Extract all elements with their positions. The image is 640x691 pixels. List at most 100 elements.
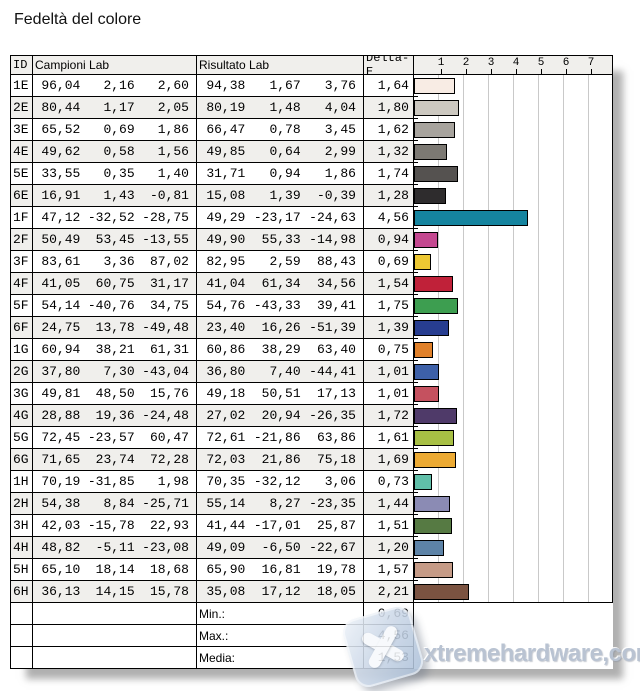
campioni-l: 80,44 [41, 100, 81, 115]
chart-row [414, 470, 613, 493]
campioni-l: 24,75 [41, 320, 81, 335]
risultato-lab-values: 36,80 7,40 -44,41 [197, 361, 364, 383]
axis-row-tick [414, 250, 418, 251]
campioni-a: 19,36 [95, 408, 135, 423]
campioni-l: 28,88 [41, 408, 81, 423]
delta-e-bar [414, 276, 453, 292]
campioni-l: 33,55 [41, 166, 81, 181]
table-row: 6E 16,91 1,43 -0,81 15,08 1,39 -0,39 1,2… [10, 184, 613, 207]
delta-e-value: 1,01 [364, 383, 414, 405]
campioni-l: 16,91 [41, 188, 81, 203]
risultato-l: 49,18 [206, 386, 246, 401]
axis-row-tick [414, 228, 418, 229]
axis-row-tick [414, 470, 418, 471]
risultato-a: -32,12 [253, 474, 301, 489]
risultato-l: 27,02 [206, 408, 246, 423]
empty-chart-area [414, 603, 613, 625]
campioni-b: 87,02 [149, 254, 189, 269]
table-row: 6G 71,65 23,74 72,28 72,03 21,86 75,18 1… [10, 448, 613, 471]
campioni-lab-values: 60,94 38,21 61,31 [33, 339, 197, 361]
axis-row-tick [414, 382, 418, 383]
risultato-lab-values: 70,35 -32,12 3,06 [197, 471, 364, 493]
risultato-l: 41,04 [206, 276, 246, 291]
campioni-lab-values: 54,38 8,84 -25,71 [33, 493, 197, 515]
delta-e-bar [414, 166, 458, 182]
campioni-b: -49,48 [142, 320, 189, 335]
row-id: 5H [10, 559, 33, 581]
axis-row-tick [414, 514, 418, 515]
risultato-a: 61,34 [261, 276, 301, 291]
campioni-a: 2,16 [103, 78, 135, 93]
table-row: 5F 54,14 -40,76 34,75 54,76 -43,33 39,41… [10, 294, 613, 317]
campioni-l: 96,04 [41, 78, 81, 93]
risultato-a: -21,86 [253, 430, 301, 445]
campioni-b: -24,48 [142, 408, 189, 423]
campioni-l: 50,49 [41, 232, 81, 247]
risultato-lab-values: 41,44 -17,01 25,87 [197, 515, 364, 537]
campioni-a: 60,75 [95, 276, 135, 291]
summary-label: Min.: [197, 603, 364, 625]
risultato-a: 1,67 [269, 78, 301, 93]
risultato-b: 3,06 [324, 474, 356, 489]
delta-e-value: 1,01 [364, 361, 414, 383]
chart-row [414, 206, 613, 229]
campioni-lab-values: 71,65 23,74 72,28 [33, 449, 197, 471]
axis-row-tick [414, 426, 418, 427]
axis-tick-label: 7 [587, 57, 595, 69]
delta-e-bar [414, 408, 457, 424]
row-id: 2H [10, 493, 33, 515]
delta-e-bar [414, 364, 439, 380]
chart-row [414, 338, 613, 361]
color-fidelity-table: ID Campioni Lab Risultato Lab Delta-E 1 2… [10, 55, 613, 669]
campioni-l: 49,81 [41, 386, 81, 401]
campioni-a: -40,76 [87, 298, 135, 313]
risultato-l: 49,90 [206, 232, 246, 247]
risultato-lab-values: 23,40 16,26 -51,39 [197, 317, 364, 339]
delta-e-bar [414, 474, 432, 490]
risultato-lab-values: 72,03 21,86 75,18 [197, 449, 364, 471]
chart-row [414, 558, 613, 581]
risultato-a: 1,39 [269, 188, 301, 203]
row-id: 6H [10, 581, 33, 603]
risultato-l: 80,19 [206, 100, 246, 115]
chart-row [414, 74, 613, 97]
row-id: 4E [10, 141, 33, 163]
risultato-l: 65,90 [206, 562, 246, 577]
axis-row-tick [414, 118, 418, 119]
risultato-l: 41,44 [206, 518, 246, 533]
axis-tick-mark [566, 69, 567, 74]
risultato-lab-values: 72,61 -21,86 63,86 [197, 427, 364, 449]
table-row: 4G 28,88 19,36 -24,48 27,02 20,94 -26,35… [10, 404, 613, 427]
delta-e-bar [414, 188, 446, 204]
axis-row-tick [414, 140, 418, 141]
campioni-b: -0,81 [149, 188, 189, 203]
campioni-b: -25,71 [142, 496, 189, 511]
risultato-b: -22,67 [309, 540, 356, 555]
chart-row [414, 250, 613, 273]
delta-e-bar [414, 122, 455, 138]
risultato-a: 0,94 [269, 166, 301, 181]
campioni-lab-values: 83,61 3,36 87,02 [33, 251, 197, 273]
campioni-lab-values: 54,14 -40,76 34,75 [33, 295, 197, 317]
campioni-a: -5,11 [95, 540, 135, 555]
risultato-b: 18,05 [316, 584, 356, 599]
chart-row [414, 228, 613, 251]
chart-row [414, 360, 613, 383]
campioni-b: 61,31 [149, 342, 189, 357]
row-id: 5G [10, 427, 33, 449]
campioni-a: 53,45 [95, 232, 135, 247]
row-id: 3F [10, 251, 33, 273]
delta-e-bar [414, 298, 458, 314]
row-id: 3E [10, 119, 33, 141]
empty-chart-area [414, 625, 613, 647]
header-campioni-lab: Campioni Lab [33, 55, 197, 75]
row-id: 4F [10, 273, 33, 295]
risultato-b: 25,87 [316, 518, 356, 533]
axis-tick-label: 5 [537, 57, 545, 69]
campioni-a: 3,36 [103, 254, 135, 269]
campioni-a: 0,69 [103, 122, 135, 137]
axis-row-tick [414, 272, 418, 273]
chart-row [414, 96, 613, 119]
campioni-b: 2,05 [157, 100, 189, 115]
risultato-a: 21,86 [261, 452, 301, 467]
